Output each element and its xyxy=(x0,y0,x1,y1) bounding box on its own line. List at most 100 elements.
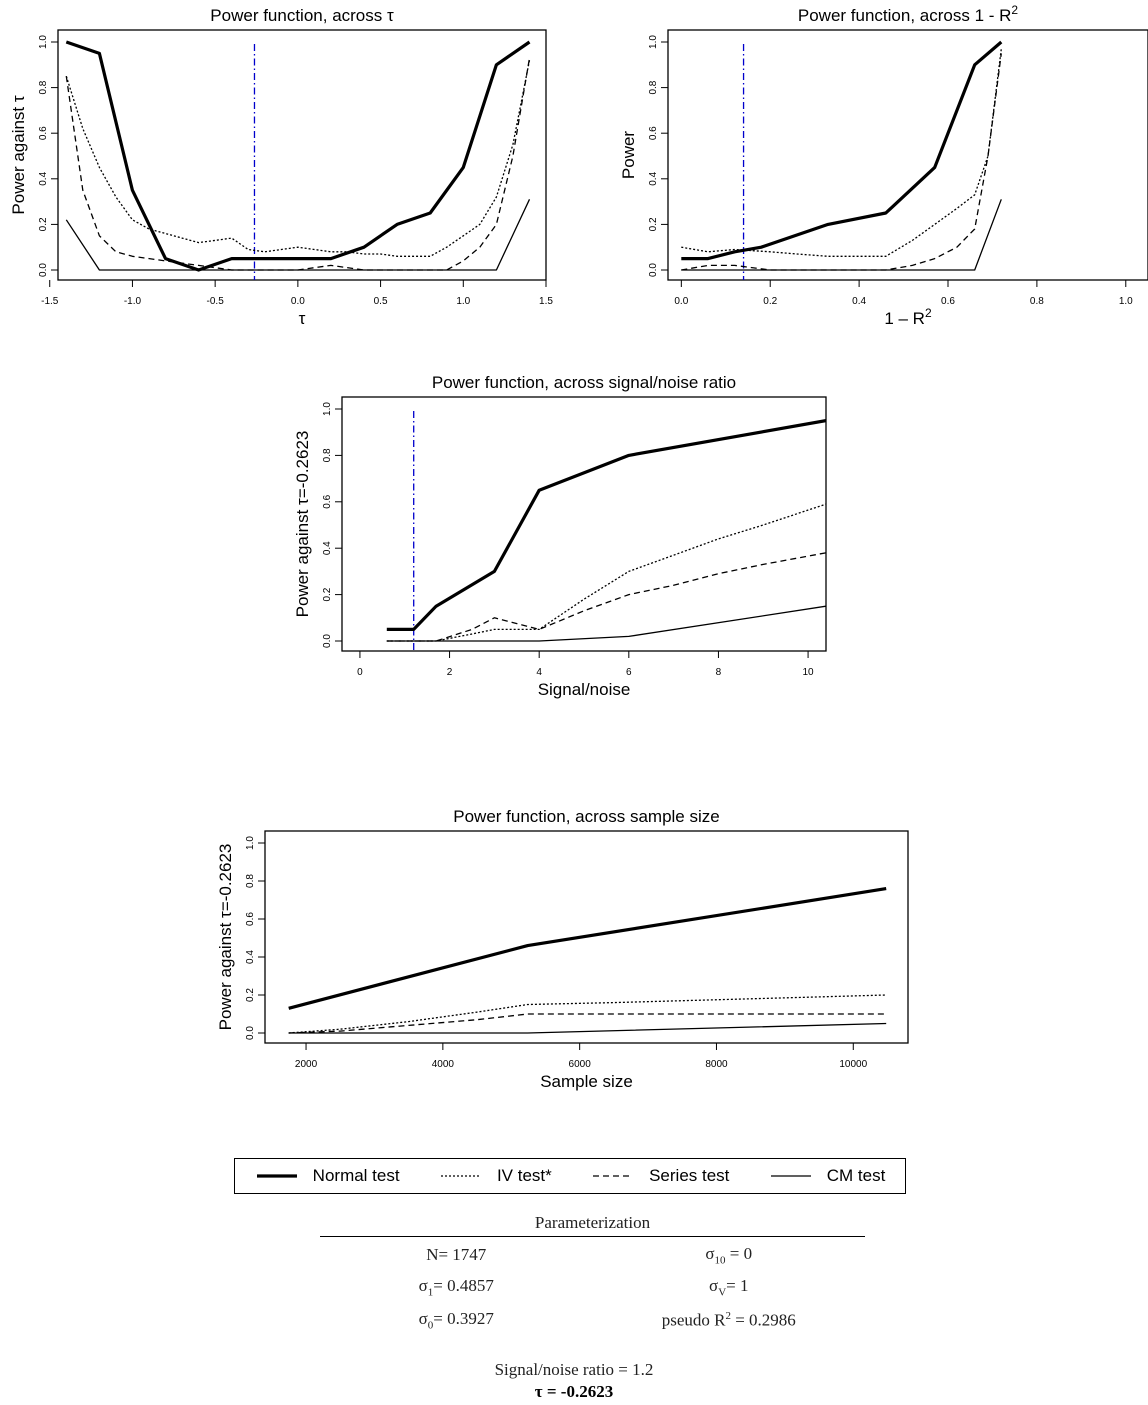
x-tick-label: 8 xyxy=(716,667,722,678)
y-tick-label: 0.4 xyxy=(322,541,333,555)
y-tick-label: 0.4 xyxy=(38,171,49,185)
x-tick-label: 6000 xyxy=(569,1059,592,1070)
x-tick-label: 0.0 xyxy=(291,296,305,307)
y-tick-label: 0.4 xyxy=(648,171,659,185)
parameter-row: N= 1747 σ10 = 0 xyxy=(320,1239,865,1271)
x-tick-label: 10000 xyxy=(839,1059,867,1070)
x-tick-label: -1.0 xyxy=(124,296,142,307)
series-line-iv-test xyxy=(288,994,887,1034)
plot-area xyxy=(681,40,1003,280)
chart-panel-1: Power function, across τ -1.5 -1.0 -0.5 0.0 0… xyxy=(9,6,553,328)
y-tick-label: 0.2 xyxy=(38,217,49,231)
y-axis-label: Power against τ=-0.2623 xyxy=(293,431,312,618)
y-tick-label: 0.2 xyxy=(322,587,333,601)
x-axis-label: 1 – R2 xyxy=(884,306,932,328)
y-tick-label: 0.6 xyxy=(245,912,256,926)
legend-item: CM test xyxy=(769,1166,885,1186)
parameter-cell: pseudo R2 = 0.2986 xyxy=(661,1309,796,1330)
legend-swatch xyxy=(256,1174,297,1178)
x-tick-label: 1.0 xyxy=(456,296,470,307)
y-tick-label: 0.6 xyxy=(322,494,333,508)
parameter-cell: σ10 = 0 xyxy=(705,1244,753,1267)
y-axis-label: Power against τ xyxy=(9,95,28,214)
chart-panel-2: Power function, across 1 - R2 0.0 0.2 0.4 0.… xyxy=(619,3,1148,328)
parameterization-table: Parameterization N= 1747 σ10 = 0 σ1= 0.485… xyxy=(320,1213,865,1336)
series-line-normal-test xyxy=(681,40,1003,261)
x-tick-label: 6 xyxy=(626,667,632,678)
series-line-series-test xyxy=(288,1013,887,1034)
series-line-normal-test xyxy=(288,887,887,1010)
x-tick-label: -0.5 xyxy=(207,296,225,307)
y-tick-label: 0.6 xyxy=(38,126,49,140)
x-tick-label: 1.0 xyxy=(1119,296,1133,307)
chart-title: Power function, across τ xyxy=(210,6,394,25)
y-axis-label: Power against τ=-0.2623 xyxy=(216,844,235,1031)
y-tick-label: 1.0 xyxy=(38,35,49,49)
y-axis-label: Power xyxy=(619,131,638,180)
y-tick-label: 0.0 xyxy=(648,263,659,277)
plot-frame xyxy=(667,29,1148,281)
series-line-iv-test xyxy=(65,60,531,257)
x-tick-label: 8000 xyxy=(705,1059,728,1070)
legend-swatch xyxy=(593,1175,634,1177)
parameter-cell: σ0= 0.3927 xyxy=(418,1308,494,1332)
x-axis-label: Sample size xyxy=(540,1072,633,1091)
legend: Normal test IV test* Series test CM test xyxy=(234,1158,906,1194)
x-tick-label: 0.4 xyxy=(852,296,866,307)
x-tick-label: 0.2 xyxy=(763,296,777,307)
plot-area xyxy=(288,887,887,1034)
x-axis-label: Signal/noise xyxy=(538,680,631,699)
chart-panel-4: Power function, across sample size 2000 40… xyxy=(216,807,909,1091)
footer: Signal/noise ratio = 1.2 τ = -0.2623 xyxy=(0,1360,1148,1402)
legend-label: IV test* xyxy=(496,1166,552,1185)
parameter-cell: N= 1747 xyxy=(426,1245,487,1265)
y-tick-label: 0.8 xyxy=(245,874,256,888)
legend-swatch xyxy=(440,1175,481,1177)
chart-title: Power function, across 1 - R2 xyxy=(798,3,1019,25)
x-tick-label: 0.5 xyxy=(374,296,388,307)
x-tick-label: 0 xyxy=(357,667,363,678)
x-tick-label: 2 xyxy=(447,667,453,678)
series-line-iv-test xyxy=(386,503,826,642)
series-line-normal-test xyxy=(386,419,826,632)
y-tick-label: 1.0 xyxy=(648,35,659,49)
parameter-cell: σ1= 0.4857 xyxy=(418,1276,494,1299)
plot-frame xyxy=(57,29,547,281)
plot-area xyxy=(65,40,531,280)
legend-item: IV test* xyxy=(439,1166,552,1186)
legend-label: Series test xyxy=(649,1166,730,1185)
parameter-row: σ1= 0.4857 σV= 1 xyxy=(320,1271,865,1303)
x-tick-label: 10 xyxy=(803,667,815,678)
figure-canvas: Power function, across τ -1.5 -1.0 -0.5 0.0 0… xyxy=(9,3,1148,1091)
legend-swatch xyxy=(770,1175,811,1177)
legend-item: Normal test xyxy=(255,1166,400,1186)
x-tick-label: -1.5 xyxy=(41,296,59,307)
y-tick-label: 0.4 xyxy=(245,950,256,964)
y-tick-label: 0.2 xyxy=(245,988,256,1002)
parameter-cell: σV= 1 xyxy=(709,1276,749,1299)
y-tick-label: 1.0 xyxy=(322,402,333,416)
series-line-series-test xyxy=(681,53,1002,271)
y-tick-label: 0.8 xyxy=(322,448,333,462)
y-tick-label: 0.0 xyxy=(38,263,49,277)
x-tick-label: 4000 xyxy=(432,1059,455,1070)
y-tick-label: 0.0 xyxy=(245,1026,256,1040)
series-line-normal-test xyxy=(65,40,531,272)
x-tick-label: 0.0 xyxy=(674,296,688,307)
series-line-cm-test xyxy=(681,199,1002,271)
legend-item: Series test xyxy=(591,1166,729,1186)
x-tick-label: 0.8 xyxy=(1030,296,1044,307)
y-tick-label: 1.0 xyxy=(245,836,256,850)
x-axis-label: τ xyxy=(299,309,306,328)
plot-frame xyxy=(264,830,909,1044)
chart-panel-3: Power function, across signal/noise rati… xyxy=(293,373,827,699)
legend-label: Normal test xyxy=(312,1166,400,1185)
x-tick-label: 0.6 xyxy=(941,296,955,307)
x-tick-label: 4 xyxy=(536,667,542,678)
y-tick-label: 0.6 xyxy=(648,126,659,140)
chart-title: Power function, across sample size xyxy=(453,807,719,826)
y-tick-label: 0.8 xyxy=(648,80,659,94)
y-tick-label: 0.2 xyxy=(648,217,659,231)
series-line-cm-test xyxy=(288,1022,887,1034)
series-line-cm-test xyxy=(386,605,826,642)
